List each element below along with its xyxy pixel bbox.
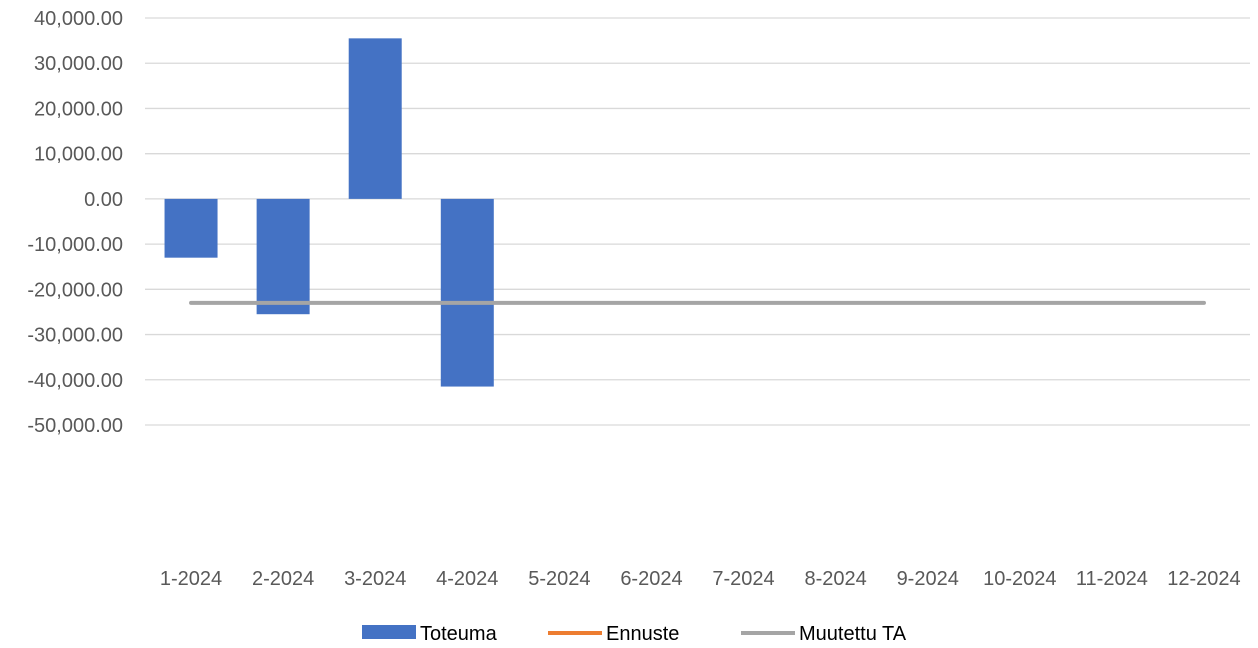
gridlines [145,17,1250,426]
bar [164,198,218,258]
legend-item: Toteuma [362,623,498,645]
y-tick-label: -50,000.00 [27,415,123,437]
y-tick-label: -40,000.00 [27,370,123,392]
x-category-label: 10-2024 [983,568,1056,590]
y-tick-label: 30,000.00 [34,53,123,75]
x-category-label: 1-2024 [160,568,222,590]
x-category-label: 9-2024 [897,568,959,590]
x-category-label: 6-2024 [620,568,682,590]
y-tick-label: 40,000.00 [34,8,123,30]
y-tick-label: -20,000.00 [27,279,123,301]
legend-label: Toteuma [420,623,498,645]
legend-label: Ennuste [606,623,679,645]
y-tick-label: 10,000.00 [34,144,123,166]
bars [164,38,494,387]
bar [440,198,494,387]
y-tick-label: -30,000.00 [27,325,123,347]
y-axis-tick-labels: 40,000.00 30,000.00 20,000.00 10,000.00 0.00… [27,8,123,437]
x-axis-category-labels: 1-2024 2-2024 3-2024 4-2024 5-2024 6-2024 7-20… [160,568,1241,590]
y-tick-label: 0.00 [84,189,123,211]
bar [348,38,402,199]
x-category-label: 4-2024 [436,568,498,590]
legend-item: Ennuste [548,623,679,645]
legend-swatch [362,625,416,639]
x-category-label: 3-2024 [344,568,406,590]
x-category-label: 12-2024 [1167,568,1240,590]
x-category-label: 2-2024 [252,568,314,590]
legend: Toteuma Ennuste Muutettu TA [362,623,907,645]
y-tick-label: -10,000.00 [27,234,123,256]
x-category-label: 8-2024 [804,568,866,590]
x-category-label: 5-2024 [528,568,590,590]
bar [256,198,310,315]
y-tick-label: 20,000.00 [34,98,123,120]
x-category-label: 11-2024 [1076,568,1148,590]
legend-label: Muutettu TA [799,623,907,645]
x-category-label: 7-2024 [712,568,774,590]
legend-item: Muutettu TA [741,623,907,645]
